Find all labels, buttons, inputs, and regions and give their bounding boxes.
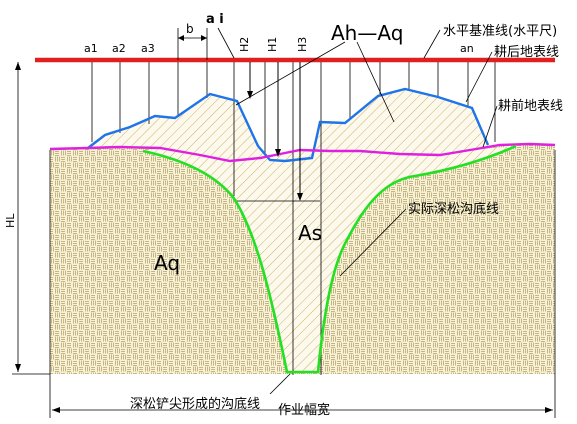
label-as: As: [298, 221, 322, 245]
raised-soil-region: [88, 89, 488, 161]
label-working-width: 作业幅宽: [278, 402, 330, 418]
label-H3: H3: [296, 37, 309, 52]
height-arrows: [249, 62, 301, 198]
label-HL: HL: [4, 213, 17, 228]
label-b: b: [186, 22, 194, 36]
label-before-surface: 耕前地表线: [498, 98, 563, 114]
label-H2: H2: [238, 37, 251, 52]
after-tillage-surface-line: [87, 87, 490, 163]
label-a3: a3: [141, 42, 155, 55]
loosened-furrow-region: [143, 146, 516, 372]
label-tip-furrow: 深松铲尖形成的沟底线: [130, 396, 260, 412]
label-ah-aq: Ah—Aq: [331, 21, 403, 45]
ai-pointer: [217, 27, 235, 59]
label-datum-line: 水平基准线(水平尺): [443, 24, 557, 39]
measurement-lines: [91, 60, 496, 375]
label-ai: a i: [206, 12, 224, 27]
label-actual-furrow: 实际深松沟底线: [408, 201, 499, 217]
label-aq: Aq: [154, 251, 180, 275]
label-an: an: [460, 42, 474, 55]
label-a1: a1: [84, 42, 98, 55]
actual-furrow-bottom-line: [142, 144, 517, 374]
label-H1: H1: [266, 37, 279, 52]
hl-dimension: [12, 62, 50, 375]
tip-furrow-leader: [269, 373, 291, 395]
label-after-surface: 耕后地表线: [494, 44, 559, 60]
ah-aq-leaders: [235, 41, 395, 123]
right-label-leaders: [339, 29, 498, 277]
label-a2: a2: [112, 42, 126, 55]
working-width-dimension: [49, 150, 556, 418]
